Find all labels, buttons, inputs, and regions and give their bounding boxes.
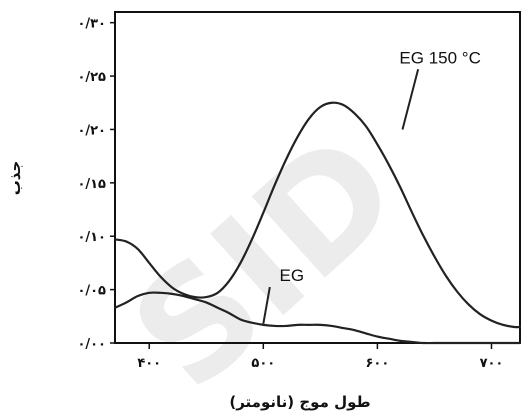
x-tick-label: ۶۰۰ [365,356,389,371]
y-axis-title: جذب [6,161,24,196]
x-tick-label: ۴۰۰ [137,356,161,371]
x-tick-label: ۷۰۰ [480,356,504,371]
x-tick-label: ۵۰۰ [251,356,275,371]
y-tick-label: ۰/۲۵ [77,70,106,85]
series-line-eg [113,291,522,345]
y-tick-label: ۰/۳۰ [77,17,106,32]
y-tick-label: ۰/۰۰ [77,337,106,352]
plot-frame [114,11,521,344]
y-tick-label: ۰/۰۵ [77,284,106,299]
annotation-pointer [401,69,420,130]
annotation-eg-150: EG 150 °C [399,48,480,67]
annotation-layer: EG 150 °C EG [262,48,481,324]
y-tick-label: ۰/۱۵ [77,177,106,192]
series-layer [113,101,522,345]
y-tick-label: ۰/۲۰ [77,123,106,138]
x-axis-ticks: ۴۰۰ ۵۰۰ ۶۰۰ ۷۰۰ [137,343,503,371]
watermark: SID [101,101,432,419]
x-axis-title: طول موج (نانومتر) [229,393,370,411]
y-tick-label: ۰/۱۰ [77,230,106,245]
y-axis-ticks: ۰/۰۰ ۰/۰۵ ۰/۱۰ ۰/۱۵ ۰/۲۰ ۰/۲۵ ۰/۳۰ [77,17,115,352]
annotation-eg: EG [280,266,305,285]
series-line-eg-150 [113,101,522,329]
annotation-pointer [262,286,271,324]
